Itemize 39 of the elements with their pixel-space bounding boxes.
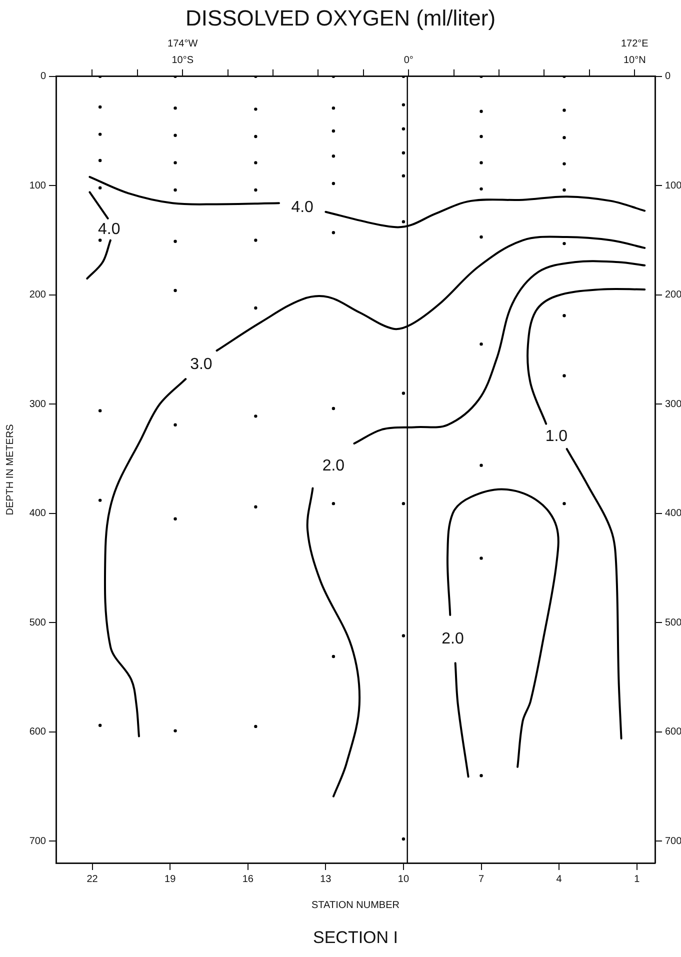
series-label: 3.0 bbox=[190, 356, 212, 374]
y2-tick-label: 400 bbox=[665, 508, 681, 520]
y-tick-label: 500 bbox=[29, 617, 46, 628]
x-tick-label: 10 bbox=[398, 874, 410, 885]
text: SECTION I bbox=[312, 928, 398, 947]
x-axis-title: STATION NUMBER bbox=[312, 900, 400, 911]
x2-tick-label: 10°N bbox=[623, 55, 646, 66]
x-tick-label: 7 bbox=[478, 874, 484, 885]
y2-tick-label: 500 bbox=[665, 617, 681, 628]
x-tick-label: 13 bbox=[320, 874, 332, 885]
y2-tick-label: 700 bbox=[665, 836, 681, 847]
x-tick-label: 22 bbox=[86, 874, 98, 885]
y-tick-label: 600 bbox=[29, 726, 46, 738]
y-tick-label: 0 bbox=[40, 71, 46, 82]
series-label: 1.0 bbox=[545, 428, 568, 445]
y-tick-label: 100 bbox=[29, 180, 46, 192]
text: 172°E bbox=[620, 38, 649, 50]
x-tick-label: 1 bbox=[634, 874, 640, 885]
y2-tick-label: 600 bbox=[665, 726, 681, 738]
series-label: 2.0 bbox=[322, 457, 345, 474]
y2-tick-label: 200 bbox=[665, 290, 681, 301]
y-axis-title: DEPTH IN METERS bbox=[4, 424, 16, 516]
series-label: 4.0 bbox=[98, 220, 120, 238]
series-label: 4.0 bbox=[291, 198, 314, 216]
y-tick-label: 400 bbox=[29, 508, 46, 520]
x-tick-label: 16 bbox=[242, 874, 254, 885]
x2-tick-label: 0° bbox=[404, 55, 414, 66]
y-tick-label: 300 bbox=[29, 398, 46, 410]
y2-tick-label: 300 bbox=[665, 398, 681, 410]
chart-title: DISSOLVED OXYGEN (ml/liter) bbox=[185, 5, 496, 30]
y-tick-label: 700 bbox=[29, 836, 46, 847]
x-tick-label: 4 bbox=[556, 874, 562, 885]
x2-tick-label: 10°S bbox=[172, 55, 194, 66]
x-tick-label: 19 bbox=[164, 874, 176, 885]
series-label: 2.0 bbox=[442, 630, 464, 648]
y2-tick-label: 100 bbox=[665, 180, 681, 192]
text: 174°W bbox=[168, 38, 198, 50]
y-tick-label: 200 bbox=[29, 290, 46, 301]
y2-tick-label: 0 bbox=[665, 71, 671, 82]
